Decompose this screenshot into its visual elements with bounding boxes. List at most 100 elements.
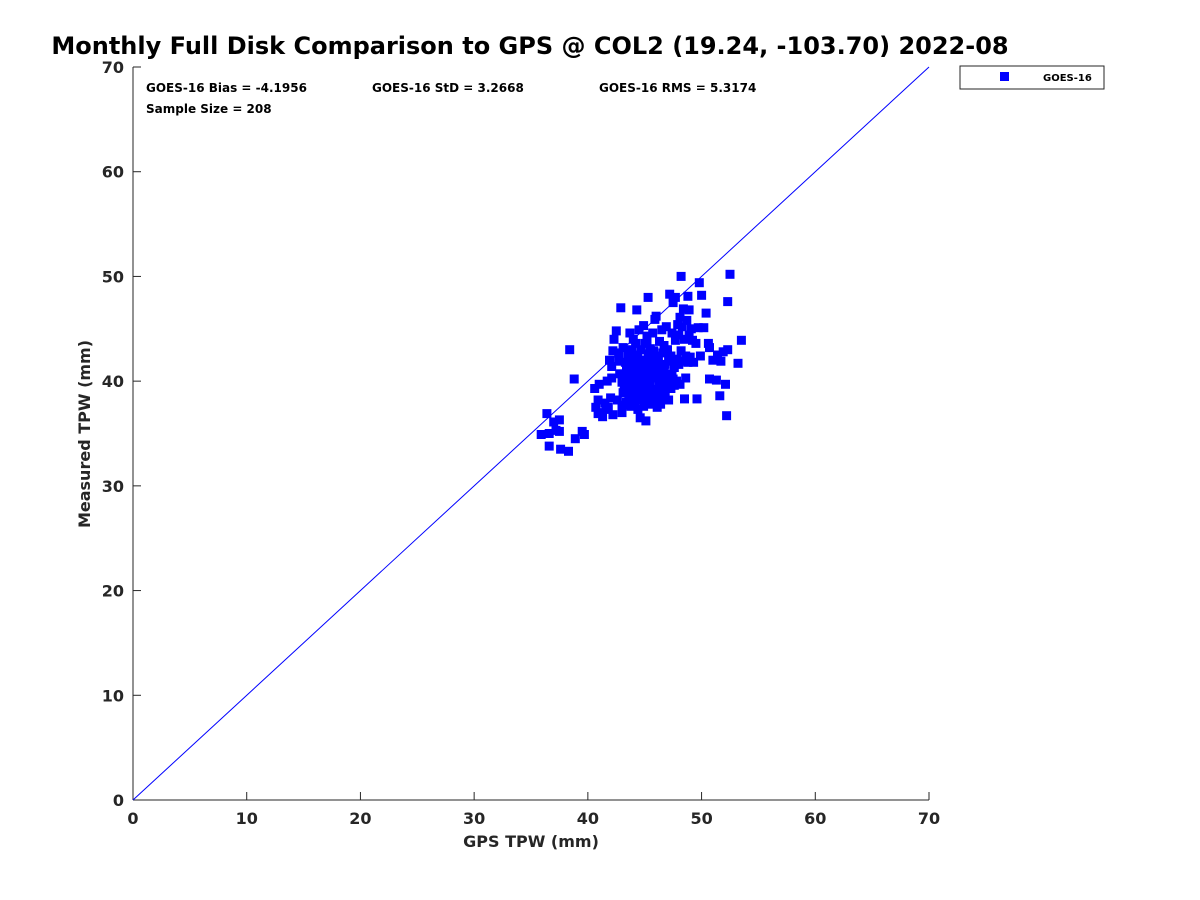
data-point xyxy=(643,349,653,359)
data-point xyxy=(591,402,601,412)
data-point xyxy=(631,338,641,348)
data-point xyxy=(633,350,643,360)
data-point xyxy=(682,315,692,325)
data-point xyxy=(631,390,641,400)
data-point xyxy=(593,395,603,405)
x-tick-label: 10 xyxy=(236,809,258,828)
data-point xyxy=(694,278,704,288)
data-point xyxy=(686,324,696,334)
data-point xyxy=(699,323,709,333)
data-point xyxy=(614,356,624,366)
data-point xyxy=(684,330,694,340)
data-point xyxy=(556,444,566,454)
data-point xyxy=(652,370,662,380)
data-point xyxy=(711,375,721,385)
data-point xyxy=(569,374,579,384)
data-point xyxy=(695,351,705,361)
series-goes16-points xyxy=(536,269,746,456)
data-point xyxy=(722,411,732,421)
data-point xyxy=(656,362,666,371)
stat-rms: GOES-16 RMS = 5.3174 xyxy=(599,81,756,95)
chart-title: Monthly Full Disk Comparison to GPS @ CO… xyxy=(51,32,1008,60)
data-point xyxy=(697,290,707,300)
y-tick-label: 0 xyxy=(113,791,124,810)
data-point xyxy=(635,377,645,387)
data-point xyxy=(685,352,695,362)
data-point xyxy=(641,357,651,367)
y-ticks: 0 10 20 30 40 50 60 70 xyxy=(102,58,141,810)
data-point xyxy=(579,430,589,439)
data-point xyxy=(653,355,663,365)
data-point xyxy=(634,325,644,335)
data-point xyxy=(609,334,619,344)
stat-sample-size: Sample Size = 208 xyxy=(146,102,272,116)
x-tick-label: 70 xyxy=(918,809,940,828)
data-point xyxy=(633,404,643,414)
data-point xyxy=(622,366,631,376)
data-point xyxy=(564,446,573,456)
data-point xyxy=(642,335,652,345)
x-ticks: 0 10 20 30 40 50 60 70 xyxy=(127,792,940,828)
stats-box: GOES-16 Bias = -4.1956 GOES-16 StD = 3.2… xyxy=(146,81,756,116)
data-point xyxy=(721,379,730,389)
data-point xyxy=(664,356,674,366)
data-point xyxy=(554,426,564,436)
data-point xyxy=(675,379,685,389)
data-point xyxy=(616,303,626,313)
data-point xyxy=(605,355,614,365)
data-point xyxy=(715,391,725,401)
y-tick-label: 50 xyxy=(102,267,124,286)
data-point xyxy=(640,372,650,382)
data-point xyxy=(733,358,743,368)
data-point xyxy=(649,346,659,356)
data-point xyxy=(689,357,699,367)
stat-bias: GOES-16 Bias = -4.1956 xyxy=(146,81,307,95)
data-point xyxy=(640,388,650,398)
data-point xyxy=(674,359,684,369)
data-point xyxy=(594,379,604,389)
x-tick-label: 60 xyxy=(804,809,826,828)
x-tick-label: 30 xyxy=(463,809,485,828)
data-point xyxy=(632,305,642,315)
data-point xyxy=(716,356,726,366)
data-point xyxy=(620,357,630,367)
one-to-one-line xyxy=(132,66,930,801)
data-point xyxy=(683,291,693,301)
data-point xyxy=(680,394,689,404)
data-point xyxy=(658,348,668,358)
data-point xyxy=(619,381,629,391)
y-axis-label: Measured TPW (mm) xyxy=(75,340,94,528)
x-tick-label: 0 xyxy=(127,809,138,828)
data-point xyxy=(670,335,680,345)
data-point xyxy=(606,393,616,403)
data-point xyxy=(617,408,627,418)
data-point xyxy=(612,395,622,405)
data-point xyxy=(655,396,664,406)
data-point xyxy=(618,343,628,353)
data-point xyxy=(664,395,674,405)
stat-std: GOES-16 StD = 3.2668 xyxy=(372,81,524,95)
y-tick-label: 30 xyxy=(102,477,124,496)
data-point xyxy=(708,355,718,365)
legend: GOES-16 xyxy=(959,65,1105,90)
data-point xyxy=(725,269,735,279)
data-point xyxy=(684,305,694,315)
data-point xyxy=(625,328,635,338)
data-point xyxy=(635,413,645,423)
data-point xyxy=(736,335,746,345)
data-point xyxy=(701,308,711,318)
data-point xyxy=(676,271,686,281)
data-point xyxy=(600,398,610,408)
data-point xyxy=(678,304,688,314)
data-point xyxy=(623,351,633,361)
data-point xyxy=(683,357,693,367)
data-point xyxy=(544,429,554,438)
data-point xyxy=(672,354,682,364)
data-point xyxy=(692,394,702,404)
data-point xyxy=(649,393,659,403)
data-point xyxy=(661,322,671,332)
x-tick-label: 20 xyxy=(349,809,371,828)
data-point xyxy=(641,416,651,426)
data-point xyxy=(607,373,617,383)
